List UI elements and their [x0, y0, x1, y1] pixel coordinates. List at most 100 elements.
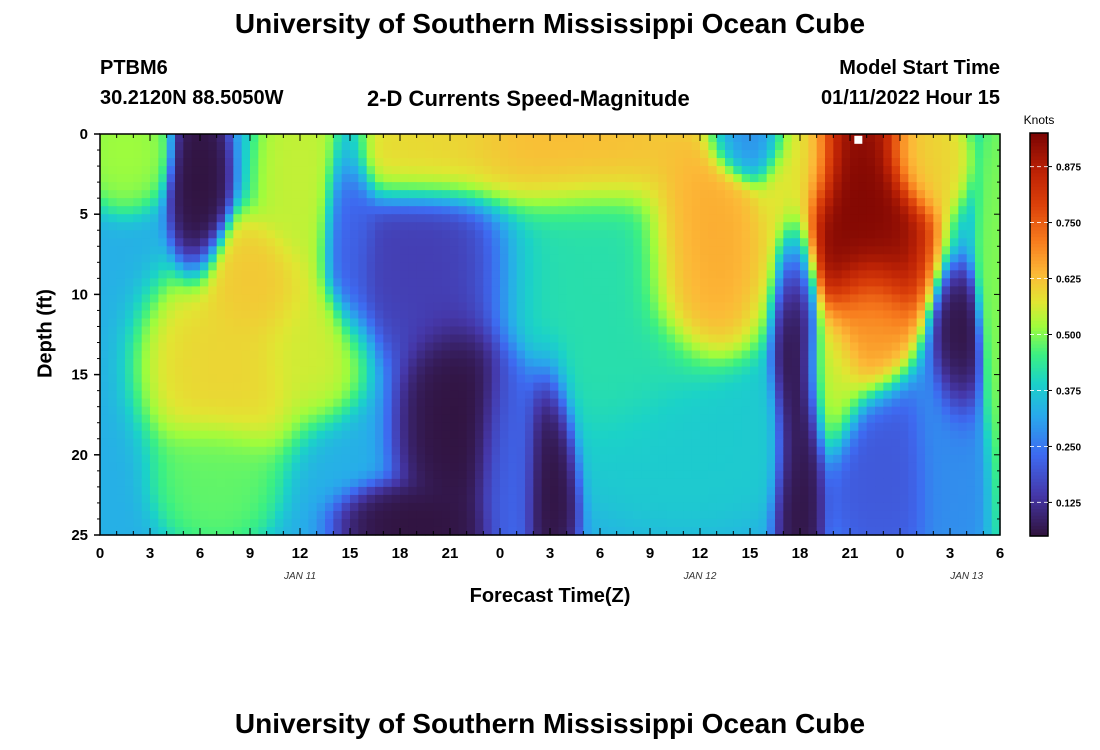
- heatmap-cell: [291, 358, 301, 368]
- heatmap-cell: [375, 486, 384, 496]
- heatmap-cell: [416, 470, 426, 480]
- heatmap-cell: [791, 278, 801, 287]
- heatmap-cell: [408, 486, 418, 496]
- heatmap-cell: [816, 454, 826, 464]
- heatmap-cell: [933, 398, 943, 408]
- heatmap-cell: [883, 286, 893, 295]
- heatmap-cell: [750, 278, 759, 287]
- heatmap-cell: [741, 310, 751, 320]
- heatmap-cell: [766, 166, 776, 175]
- heatmap-cell: [233, 446, 243, 456]
- heatmap-cell: [975, 214, 984, 223]
- heatmap-cell: [791, 430, 801, 440]
- heatmap-cell: [741, 334, 751, 344]
- heatmap-cell: [466, 486, 476, 496]
- heatmap-cell: [383, 470, 393, 480]
- heatmap-cell: [383, 382, 393, 392]
- heatmap-cell: [183, 374, 193, 384]
- heatmap-cell: [900, 294, 909, 304]
- heatmap-cell: [683, 398, 693, 408]
- heatmap-cell: [666, 318, 676, 328]
- heatmap-cell: [458, 350, 468, 360]
- heatmap-cell: [258, 358, 268, 368]
- heatmap-cell: [416, 174, 426, 183]
- heatmap-cell: [783, 318, 793, 328]
- heatmap-cell: [933, 446, 943, 456]
- heatmap-cell: [783, 238, 793, 247]
- heatmap-cell: [650, 310, 659, 320]
- heatmap-cell: [491, 494, 501, 504]
- heatmap-cell: [208, 302, 218, 312]
- heatmap-cell: [266, 182, 276, 191]
- heatmap-cell: [216, 382, 226, 392]
- heatmap-cell: [675, 294, 684, 304]
- heatmap-cell: [383, 294, 393, 304]
- heatmap-cell: [566, 494, 576, 504]
- heatmap-cell: [833, 374, 843, 384]
- heatmap-cell: [983, 230, 993, 239]
- heatmap-cell: [416, 230, 426, 239]
- heatmap-cell: [183, 222, 193, 231]
- heatmap-cell: [658, 246, 668, 255]
- heatmap-cell: [741, 446, 751, 456]
- heatmap-cell: [708, 342, 718, 352]
- heatmap-cell: [775, 262, 784, 271]
- heatmap-cell: [108, 478, 118, 488]
- heatmap-cell: [741, 190, 751, 199]
- heatmap-cell: [683, 166, 693, 175]
- heatmap-cell: [250, 222, 259, 231]
- heatmap-cell: [183, 230, 193, 239]
- heatmap-cell: [800, 326, 809, 336]
- heatmap-cell: [925, 406, 934, 416]
- heatmap-cell: [183, 310, 193, 320]
- heatmap-cell: [641, 374, 651, 384]
- heatmap-cell: [250, 254, 259, 263]
- heatmap-cell: [550, 158, 559, 167]
- heatmap-cell: [558, 398, 568, 408]
- heatmap-cell: [725, 414, 734, 424]
- heatmap-cell: [883, 270, 893, 279]
- heatmap-cell: [858, 342, 868, 352]
- heatmap-cell: [650, 462, 659, 472]
- heatmap-cell: [366, 334, 376, 344]
- heatmap-cell: [541, 486, 551, 496]
- heatmap-cell: [450, 430, 459, 440]
- heatmap-cell: [633, 238, 643, 247]
- heatmap-cell: [533, 470, 543, 480]
- heatmap-cell: [116, 262, 126, 271]
- heatmap-cell: [741, 206, 751, 215]
- heatmap-cell: [133, 414, 143, 424]
- heatmap-cell: [441, 326, 451, 336]
- heatmap-cell: [933, 214, 943, 223]
- heatmap-cell: [525, 358, 534, 368]
- heatmap-cell: [116, 254, 126, 263]
- heatmap-cell: [200, 230, 209, 239]
- heatmap-cell: [825, 254, 834, 263]
- heatmap-cell: [425, 190, 434, 199]
- heatmap-cell: [366, 438, 376, 448]
- heatmap-cell: [166, 134, 176, 143]
- heatmap-cell: [941, 470, 951, 480]
- heatmap-cell: [733, 438, 743, 448]
- heatmap-cell: [116, 382, 126, 392]
- heatmap-cell: [408, 310, 418, 320]
- heatmap-cell: [741, 486, 751, 496]
- heatmap-cell: [116, 438, 126, 448]
- heatmap-cell: [258, 150, 268, 159]
- heatmap-cell: [141, 502, 151, 512]
- heatmap-cell: [475, 198, 484, 207]
- heatmap-cell: [858, 486, 868, 496]
- heatmap-cell: [508, 150, 518, 159]
- heatmap-cell: [550, 278, 559, 287]
- heatmap-cell: [141, 198, 151, 207]
- heatmap-cell: [250, 150, 259, 159]
- heatmap-cell: [366, 454, 376, 464]
- heatmap-cell: [333, 190, 343, 199]
- heatmap-cell: [666, 342, 676, 352]
- heatmap-cell: [675, 278, 684, 287]
- heatmap-cell: [158, 398, 168, 408]
- heatmap-cell: [283, 278, 293, 287]
- heatmap-cell: [483, 398, 493, 408]
- heatmap-cell: [125, 438, 134, 448]
- heatmap-cell: [441, 446, 451, 456]
